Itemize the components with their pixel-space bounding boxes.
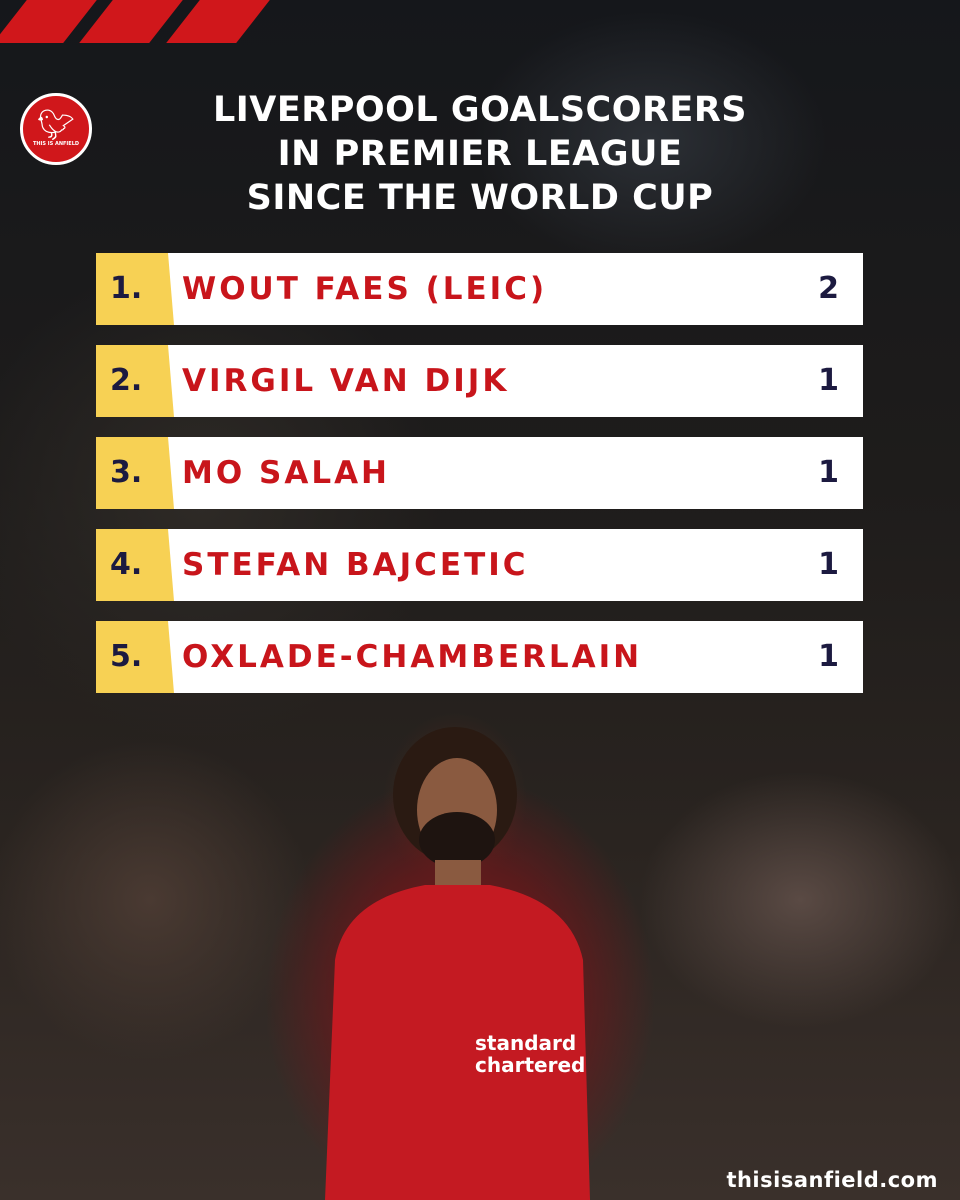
goal-count: 2 <box>818 271 839 306</box>
this-is-anfield-logo: 🐦︎ THIS IS ANFIELD <box>20 93 92 165</box>
beard <box>419 812 495 868</box>
website-url: thisisanfield.com <box>726 1168 938 1192</box>
rank-number: 5. <box>110 639 143 674</box>
list-item: 5. OXLADE-CHAMBERLAIN 1 <box>96 621 863 693</box>
goal-count: 1 <box>818 363 839 398</box>
list-item: 1. WOUT FAES (LEIC) 2 <box>96 253 863 325</box>
rank-badge: 5. <box>96 621 174 693</box>
rank-badge: 1. <box>96 253 174 325</box>
page-title: LIVERPOOL GOALSCORERS IN PREMIER LEAGUE … <box>0 88 960 220</box>
stripe <box>166 0 270 43</box>
title-line: LIVERPOOL GOALSCORERS <box>212 90 747 130</box>
rank-number: 4. <box>110 547 143 582</box>
list-item: 3. MO SALAH 1 <box>96 437 863 509</box>
rank-badge: 4. <box>96 529 174 601</box>
rank-number: 3. <box>110 455 143 490</box>
player-name: OXLADE-CHAMBERLAIN <box>182 639 643 675</box>
goal-count: 1 <box>818 639 839 674</box>
shirt <box>325 885 590 1200</box>
sponsor-text: chartered <box>475 1053 585 1077</box>
title-line: SINCE THE WORLD CUP <box>246 178 714 218</box>
player-name: VIRGIL VAN DIJK <box>182 363 510 399</box>
rank-number: 1. <box>110 271 143 306</box>
stripe <box>79 0 183 43</box>
rank-badge: 2. <box>96 345 174 417</box>
rank-badge: 3. <box>96 437 174 509</box>
list-item: 2. VIRGIL VAN DIJK 1 <box>96 345 863 417</box>
player-name: WOUT FAES (LEIC) <box>182 271 548 307</box>
stripe <box>0 0 97 43</box>
logo-text: THIS IS ANFIELD <box>32 141 80 147</box>
goal-count: 1 <box>818 547 839 582</box>
player-name: MO SALAH <box>182 455 391 491</box>
list-item: 4. STEFAN BAJCETIC 1 <box>96 529 863 601</box>
rank-number: 2. <box>110 363 143 398</box>
sponsor-text: standard <box>475 1031 576 1055</box>
player-photo: standard chartered <box>325 727 590 1200</box>
player-name: STEFAN BAJCETIC <box>182 547 529 583</box>
title-line: IN PREMIER LEAGUE <box>277 134 683 174</box>
goal-count: 1 <box>818 455 839 490</box>
liver-bird-icon: 🐦︎ <box>36 108 76 143</box>
